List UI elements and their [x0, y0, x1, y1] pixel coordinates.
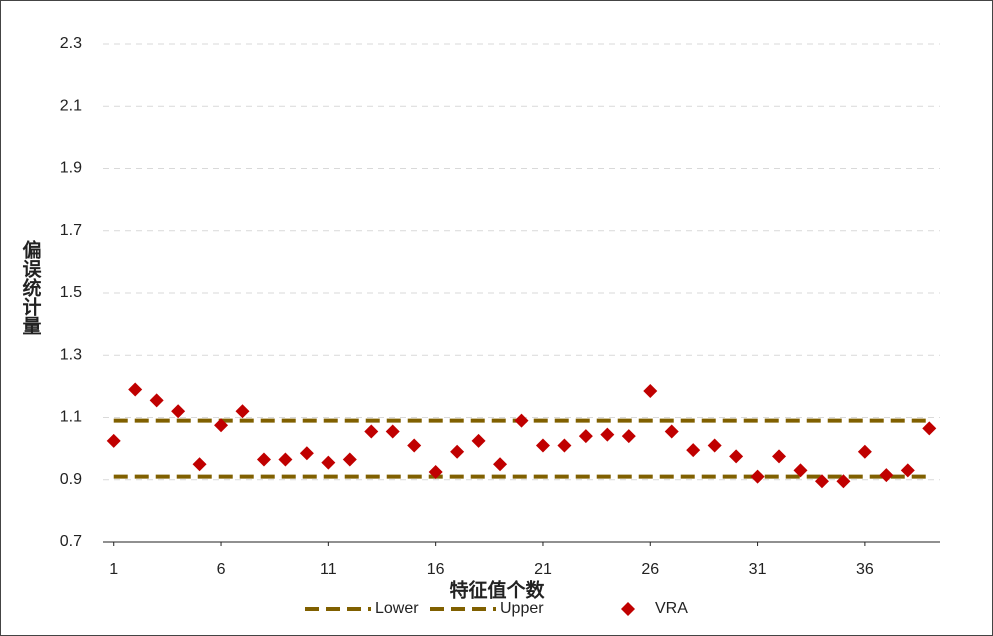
y-tick-label: 1.9 — [60, 160, 82, 177]
marker — [922, 421, 937, 436]
y-tick-label: 1.3 — [60, 346, 82, 363]
x-tick-label: 21 — [534, 561, 552, 578]
marker — [686, 443, 701, 458]
x-tick-label: 11 — [320, 561, 337, 578]
x-tick-label: 31 — [749, 561, 767, 578]
legend-swatch — [621, 602, 635, 616]
marker — [192, 457, 207, 472]
marker — [793, 463, 808, 478]
x-tick-label: 26 — [641, 561, 659, 578]
marker — [514, 413, 529, 428]
x-tick-label: 6 — [217, 561, 226, 578]
marker — [428, 464, 443, 479]
x-tick-label: 16 — [427, 561, 445, 578]
marker — [214, 418, 229, 433]
marker — [535, 438, 550, 453]
marker — [235, 404, 250, 419]
marker — [256, 452, 271, 467]
y-tick-label: 0.7 — [60, 533, 82, 550]
marker — [278, 452, 293, 467]
legend-label: Upper — [500, 600, 544, 617]
marker — [385, 424, 400, 439]
marker — [106, 433, 121, 448]
marker — [171, 404, 186, 419]
marker — [299, 446, 314, 461]
y-tick-label: 0.9 — [60, 471, 82, 488]
marker — [814, 474, 829, 489]
marker — [342, 452, 357, 467]
legend-label: Lower — [375, 600, 419, 617]
x-tick-label: 1 — [109, 561, 118, 578]
y-axis-title: 偏误统计量 — [20, 239, 42, 335]
y-tick-label: 1.5 — [60, 284, 82, 301]
x-axis-title: 特征值个数 — [449, 578, 545, 601]
marker — [450, 444, 465, 459]
marker — [493, 457, 508, 472]
marker — [321, 455, 336, 470]
marker — [149, 393, 164, 408]
marker — [643, 384, 658, 399]
marker — [557, 438, 572, 453]
legend-label: VRA — [655, 600, 688, 617]
marker — [600, 427, 615, 442]
y-tick-label: 2.3 — [60, 35, 82, 52]
y-tick-label: 1.7 — [60, 222, 82, 239]
y-tick-label: 1.1 — [60, 409, 82, 426]
marker — [750, 469, 765, 484]
marker — [857, 444, 872, 459]
x-tick-label: 36 — [856, 561, 874, 578]
marker — [772, 449, 787, 464]
marker — [364, 424, 379, 439]
marker — [729, 449, 744, 464]
marker — [664, 424, 679, 439]
marker — [900, 463, 915, 478]
marker — [879, 468, 894, 483]
marker — [128, 382, 143, 397]
y-tick-label: 2.1 — [60, 97, 82, 114]
marker — [836, 474, 851, 489]
marker — [407, 438, 422, 453]
marker — [471, 433, 486, 448]
marker — [578, 429, 593, 444]
marker — [707, 438, 722, 453]
marker — [621, 429, 636, 444]
